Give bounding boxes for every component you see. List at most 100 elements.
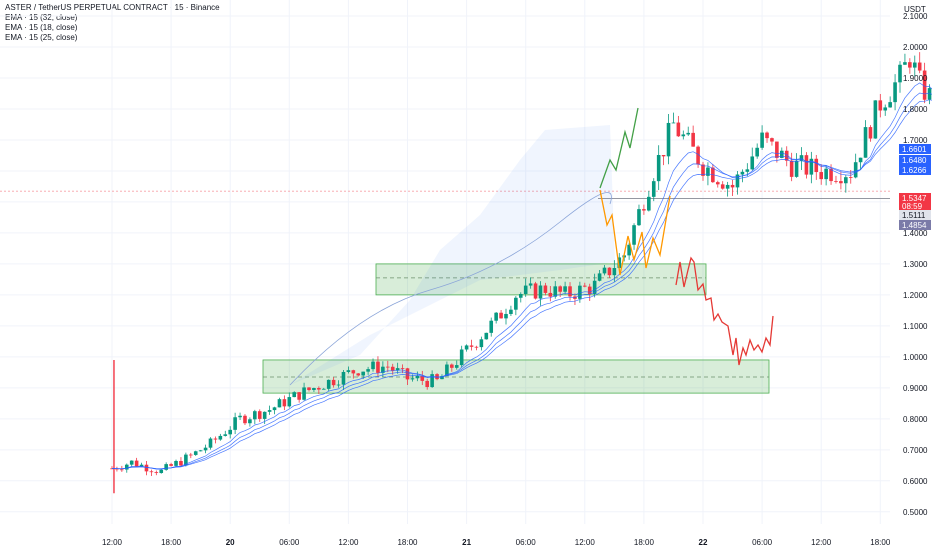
- candle-body: [844, 177, 848, 184]
- candle-body: [642, 209, 646, 211]
- candle-body: [696, 146, 700, 165]
- candle-body: [927, 88, 932, 100]
- candle-body: [706, 167, 710, 176]
- candle-body: [509, 309, 513, 314]
- ema-line-25: [111, 92, 932, 470]
- candle-body: [208, 438, 213, 448]
- candle-body: [454, 365, 459, 368]
- candle-body: [597, 273, 602, 281]
- candle-body: [430, 374, 434, 388]
- candle-body: [651, 181, 656, 197]
- price-label-text: 1.4854: [902, 221, 927, 230]
- candle-body: [450, 364, 454, 368]
- candle-body: [464, 345, 469, 350]
- candle-body: [134, 460, 139, 467]
- candles: [110, 52, 932, 494]
- candle-body: [863, 127, 868, 158]
- candle-body: [445, 364, 449, 377]
- legend-ema-18[interactable]: EMA · 15 (18, close): [5, 23, 78, 32]
- price-tick-label: 1.8000: [903, 105, 928, 114]
- price-label-badge: [899, 144, 931, 154]
- candle-body: [730, 184, 735, 188]
- candle-body: [691, 132, 695, 147]
- price-label-text: 08:59: [902, 202, 923, 211]
- legend-ema-32[interactable]: EMA · 15 (32, close): [5, 13, 78, 22]
- time-tick-label: 12:00: [338, 538, 359, 547]
- currency-label: USDT: [904, 5, 926, 14]
- candle-body: [238, 415, 242, 418]
- ema-line-18: [111, 82, 932, 470]
- candle-body: [666, 122, 671, 157]
- candle-body: [848, 177, 853, 178]
- candle-body: [701, 164, 705, 176]
- time-axis[interactable]: 12:00 18:00 20 06:00 12:00 18:00 21 06:00 12:00 1…: [102, 538, 891, 547]
- candle-body: [592, 280, 597, 294]
- candle-body: [661, 154, 666, 157]
- candle-body: [583, 285, 587, 287]
- candle-body: [297, 392, 301, 400]
- price-tick-label: 1.3000: [903, 260, 928, 269]
- price-label-text: 1.6601: [902, 145, 927, 154]
- candle-body: [735, 174, 740, 188]
- candle-body: [129, 460, 134, 465]
- candle-body: [543, 285, 548, 293]
- candle-body: [514, 297, 518, 310]
- candle-body: [440, 376, 444, 380]
- candle-body: [139, 464, 144, 467]
- candle-body: [770, 138, 774, 142]
- candle-body: [617, 257, 622, 269]
- time-tick-label: 20: [226, 538, 235, 547]
- time-tick-label: 18:00: [161, 538, 182, 547]
- candle-body: [292, 392, 297, 398]
- candle-body: [912, 62, 917, 68]
- candle-body: [469, 345, 474, 347]
- price-label-badge: [899, 220, 931, 230]
- time-tick-label: 18:00: [870, 538, 891, 547]
- candle-body: [765, 132, 769, 139]
- candle-body: [656, 154, 661, 182]
- price-label-badge: [899, 193, 931, 203]
- candle-body: [829, 168, 833, 182]
- candle-body: [750, 156, 755, 170]
- candle-body: [558, 286, 562, 292]
- bullish-projection: [599, 107, 639, 189]
- candle-body: [494, 312, 498, 321]
- time-tick-label: 06:00: [279, 538, 300, 547]
- price-tick-label: 1.4000: [903, 229, 928, 238]
- candle-body: [578, 285, 582, 299]
- candle-body: [410, 378, 415, 380]
- time-tick-label: 22: [699, 538, 708, 547]
- legend-ema-25[interactable]: EMA · 15 (25, close): [5, 33, 78, 42]
- candle-body: [213, 438, 218, 440]
- candle-body: [193, 451, 198, 455]
- candle-body: [257, 411, 262, 419]
- candle-body: [873, 100, 878, 139]
- time-tick-label: 12:00: [102, 538, 123, 547]
- candle-body: [376, 361, 380, 373]
- candle-body: [602, 267, 607, 274]
- time-tick-label: 06:00: [516, 538, 537, 547]
- candle-body: [390, 366, 395, 371]
- candle-body: [518, 294, 523, 298]
- demand-zones: [0, 190, 890, 394]
- candle-body: [474, 346, 479, 348]
- candle-body: [267, 410, 272, 412]
- candle-body: [715, 182, 720, 185]
- candle-body: [755, 147, 759, 157]
- candle-body: [179, 460, 183, 466]
- price-tick-label: 0.9000: [903, 384, 928, 393]
- candle-body: [740, 171, 745, 175]
- band-area: [290, 125, 615, 385]
- candle-body: [484, 332, 489, 340]
- candle-body: [228, 429, 232, 435]
- candle-body: [814, 158, 819, 173]
- time-tick-label: 12:00: [575, 538, 596, 547]
- candle-body: [420, 375, 425, 381]
- candle-body: [504, 313, 508, 319]
- candle-body: [799, 155, 804, 161]
- candle-body: [317, 388, 321, 390]
- candle-body: [917, 62, 922, 71]
- price-tick-label: 0.7000: [903, 446, 928, 455]
- candle-body: [400, 368, 405, 369]
